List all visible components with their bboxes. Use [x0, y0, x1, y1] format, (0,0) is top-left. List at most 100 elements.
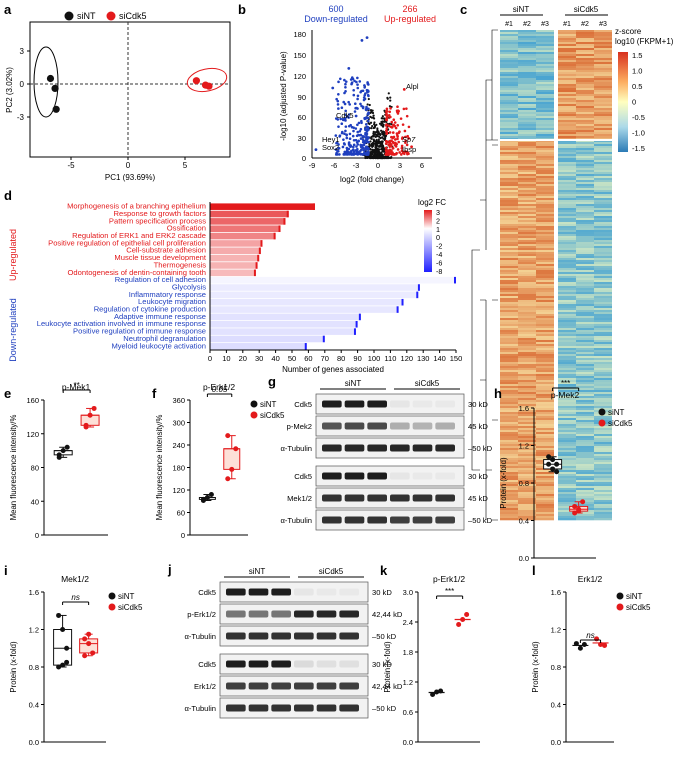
heat-cell	[594, 400, 612, 403]
heat-cell	[500, 282, 518, 285]
heat-cell	[576, 32, 594, 35]
volcano-point	[387, 92, 390, 95]
heat-cell	[536, 130, 554, 133]
pca-point	[192, 77, 200, 85]
heat-cell	[500, 240, 518, 243]
heat-cell	[594, 146, 612, 149]
volcano-point-down	[314, 148, 318, 152]
heat-cell	[594, 370, 612, 373]
data-point	[86, 641, 92, 647]
heat-cell	[536, 216, 554, 219]
heat-cell	[558, 62, 576, 65]
blot-band	[294, 682, 314, 690]
heat-cell	[594, 474, 612, 477]
heat-cell	[558, 378, 576, 381]
heat-cell	[576, 102, 594, 105]
heat-cell	[576, 338, 594, 341]
volcano-point-up	[403, 129, 407, 133]
heat-cell	[518, 368, 536, 371]
heat-cell	[594, 376, 612, 379]
heat-cell	[536, 266, 554, 269]
heat-cell	[536, 514, 554, 517]
heat-cell	[576, 380, 594, 383]
heat-cell	[500, 338, 518, 341]
heat-cell	[576, 56, 594, 59]
blot-band	[316, 610, 337, 618]
heat-cell	[518, 474, 536, 477]
heat-cell	[558, 328, 576, 331]
go-bar-end	[278, 225, 281, 232]
go-term-label: Glycolysis	[172, 282, 206, 291]
plot-ylabel: Protein (x-fold)	[531, 641, 540, 693]
volcano-point-up	[387, 124, 391, 127]
heat-cell	[576, 504, 594, 507]
heat-cell	[536, 212, 554, 215]
heat-cell	[500, 126, 518, 129]
heat-cell	[518, 318, 536, 321]
heat-cell	[536, 358, 554, 361]
go-scale-tick: 0	[436, 233, 440, 242]
heat-cell	[536, 44, 554, 47]
heat-cell	[594, 284, 612, 287]
heat-cell	[500, 50, 518, 53]
heat-cell	[558, 60, 576, 63]
heat-cell	[536, 270, 554, 273]
heat-cell	[500, 496, 518, 499]
volcano-point-down	[348, 137, 352, 140]
volcano-point	[381, 143, 384, 146]
heat-cell	[500, 94, 518, 97]
go-bar	[210, 298, 404, 306]
heat-cell	[500, 398, 518, 401]
heat-cell	[536, 222, 554, 225]
blot-band	[248, 610, 269, 618]
volcano-point-down	[361, 89, 365, 93]
heat-cell	[518, 332, 536, 335]
sig-label: **	[74, 381, 80, 390]
heat-cell	[500, 272, 518, 275]
heat-cell	[558, 166, 576, 169]
blot-size-label: 45 kD	[468, 494, 488, 503]
heat-cell	[518, 348, 536, 351]
go-bar	[210, 343, 307, 350]
heat-cell	[558, 136, 576, 139]
heat-cell	[576, 114, 594, 117]
volcano-point	[372, 143, 375, 146]
heat-cell	[536, 48, 554, 51]
heat-cell	[536, 310, 554, 313]
heat-cell	[594, 48, 612, 51]
heat-cell	[518, 124, 536, 127]
blot-band	[367, 516, 387, 524]
heat-cell	[576, 252, 594, 255]
heat-cell	[594, 232, 612, 235]
heat-cell	[500, 60, 518, 63]
heat-cell	[558, 278, 576, 281]
heat-cell	[536, 202, 554, 205]
heat-cell	[576, 332, 594, 335]
volcano-point	[380, 117, 383, 120]
heat-cell	[576, 454, 594, 457]
heat-cell	[518, 54, 536, 57]
heat-cell	[518, 390, 536, 393]
heat-cell	[576, 478, 594, 481]
heat-cell	[536, 490, 554, 493]
blot-band	[390, 400, 410, 408]
heat-cell	[558, 240, 576, 243]
heat-cell	[536, 406, 554, 409]
heat-cell	[536, 362, 554, 365]
heat-cell	[500, 438, 518, 441]
go-bar	[210, 232, 276, 240]
heat-cell	[536, 328, 554, 331]
blot-band	[248, 660, 269, 668]
gene-hey1: Hey1	[322, 135, 340, 144]
heat-cell	[576, 334, 594, 337]
heat-cell	[558, 472, 576, 475]
plot-ytick: 0.0	[403, 738, 413, 747]
go-term-label: Muscle tissue development	[114, 253, 206, 262]
heat-cell	[500, 266, 518, 269]
volcano-point-down	[334, 117, 338, 120]
go-bar-end	[286, 210, 289, 218]
heat-cell	[518, 230, 536, 233]
volcano-point-up	[396, 148, 400, 151]
blot-band	[294, 588, 314, 596]
heat-cell	[500, 386, 518, 389]
